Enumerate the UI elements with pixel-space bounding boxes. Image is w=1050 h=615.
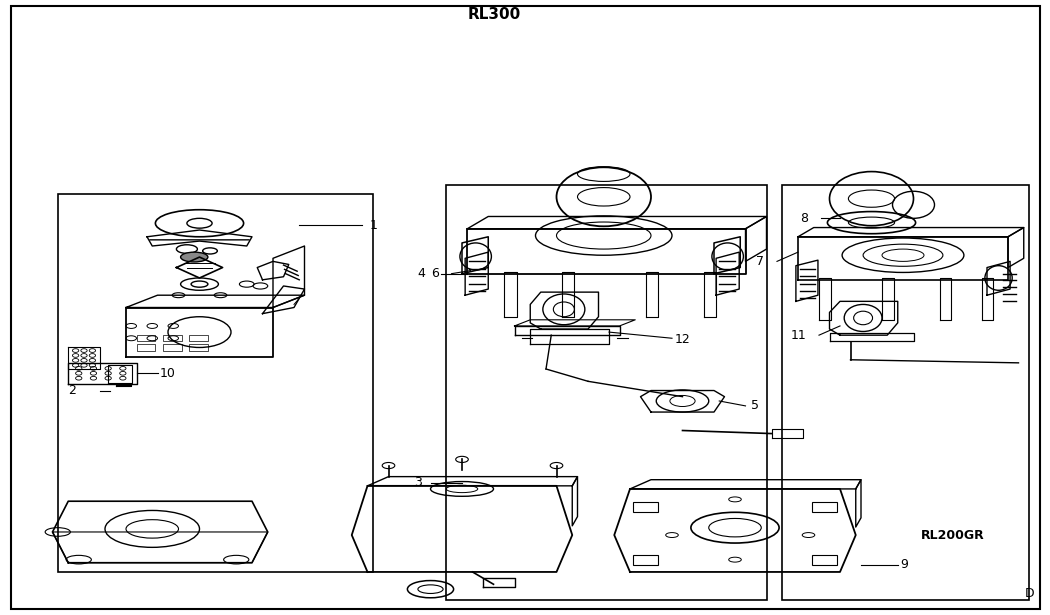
- Bar: [633, 502, 658, 512]
- Text: 2: 2: [68, 384, 76, 397]
- Text: RL300: RL300: [467, 7, 521, 22]
- Bar: [812, 555, 837, 565]
- Bar: [446, 184, 766, 600]
- Text: D: D: [1025, 587, 1034, 600]
- Bar: [633, 555, 658, 565]
- Text: 5: 5: [751, 399, 759, 413]
- Text: 6: 6: [430, 267, 439, 280]
- Text: 10: 10: [160, 367, 175, 380]
- Text: RL200GR: RL200GR: [921, 528, 985, 542]
- Bar: [163, 335, 182, 341]
- Text: 12: 12: [675, 333, 691, 346]
- Text: 1: 1: [370, 218, 378, 232]
- Ellipse shape: [181, 252, 208, 262]
- Text: 4: 4: [418, 267, 425, 280]
- Bar: [189, 344, 208, 351]
- Bar: [136, 344, 155, 351]
- Bar: [782, 184, 1029, 600]
- Text: 11: 11: [791, 328, 806, 342]
- Bar: [58, 194, 373, 572]
- Bar: [136, 335, 155, 341]
- Text: 3: 3: [414, 476, 422, 490]
- Text: 7: 7: [756, 255, 764, 268]
- Text: 9: 9: [900, 558, 907, 571]
- Bar: [189, 335, 208, 341]
- Bar: [812, 502, 837, 512]
- Text: 8: 8: [800, 212, 808, 225]
- Bar: [116, 384, 131, 386]
- Bar: [163, 344, 182, 351]
